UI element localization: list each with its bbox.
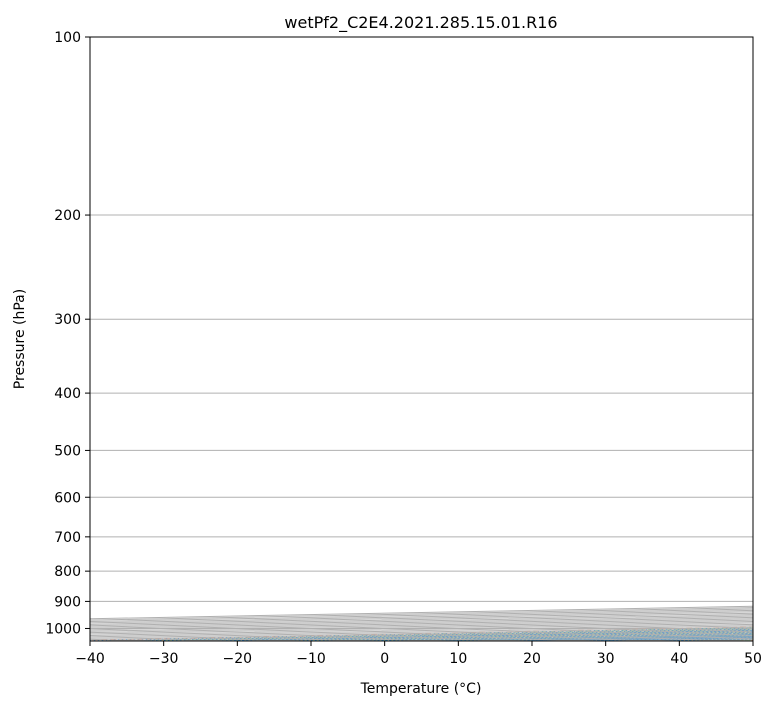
- x-tick-label: −10: [296, 651, 326, 667]
- x-tick-label: 30: [597, 651, 615, 667]
- x-tick-label: 10: [449, 651, 467, 667]
- y-tick-label: 100: [54, 30, 81, 46]
- y-tick-label: 200: [54, 208, 81, 224]
- y-tick-label: 800: [54, 564, 81, 580]
- x-axis: −40 −30 −20 −10 0 10 20 30 40 50: [75, 641, 762, 667]
- plot-frame: [89, 36, 754, 642]
- x-tick-label: −40: [75, 651, 105, 667]
- y-tick-label: 700: [54, 530, 81, 546]
- x-axis-title: Temperature (°C): [360, 681, 482, 697]
- x-tick-label: 40: [670, 651, 688, 667]
- x-tick-label: −30: [149, 651, 179, 667]
- x-tick-label: 0: [380, 651, 389, 667]
- grid-layer: [90, 37, 753, 629]
- y-tick-label: 300: [54, 312, 81, 328]
- x-tick-label: 50: [744, 651, 762, 667]
- y-tick-label: 400: [54, 386, 81, 402]
- y-tick-label: 1000: [45, 621, 81, 637]
- x-tick-label: −20: [223, 651, 253, 667]
- x-tick-label: 20: [523, 651, 541, 667]
- plot-area: -100-90-80-70-60-50-40-30-20-10010203040…: [90, 37, 753, 641]
- y-axis-title: Pressure (hPa): [12, 289, 28, 389]
- y-tick-label: 900: [54, 594, 81, 610]
- chart-title: wetPf2_C2E4.2021.285.15.01.R16: [284, 13, 557, 33]
- y-tick-label: 500: [54, 443, 81, 459]
- y-tick-label: 600: [54, 490, 81, 506]
- y-axis: 100 200 300 400 500 600 700 800 900 1000: [45, 30, 90, 637]
